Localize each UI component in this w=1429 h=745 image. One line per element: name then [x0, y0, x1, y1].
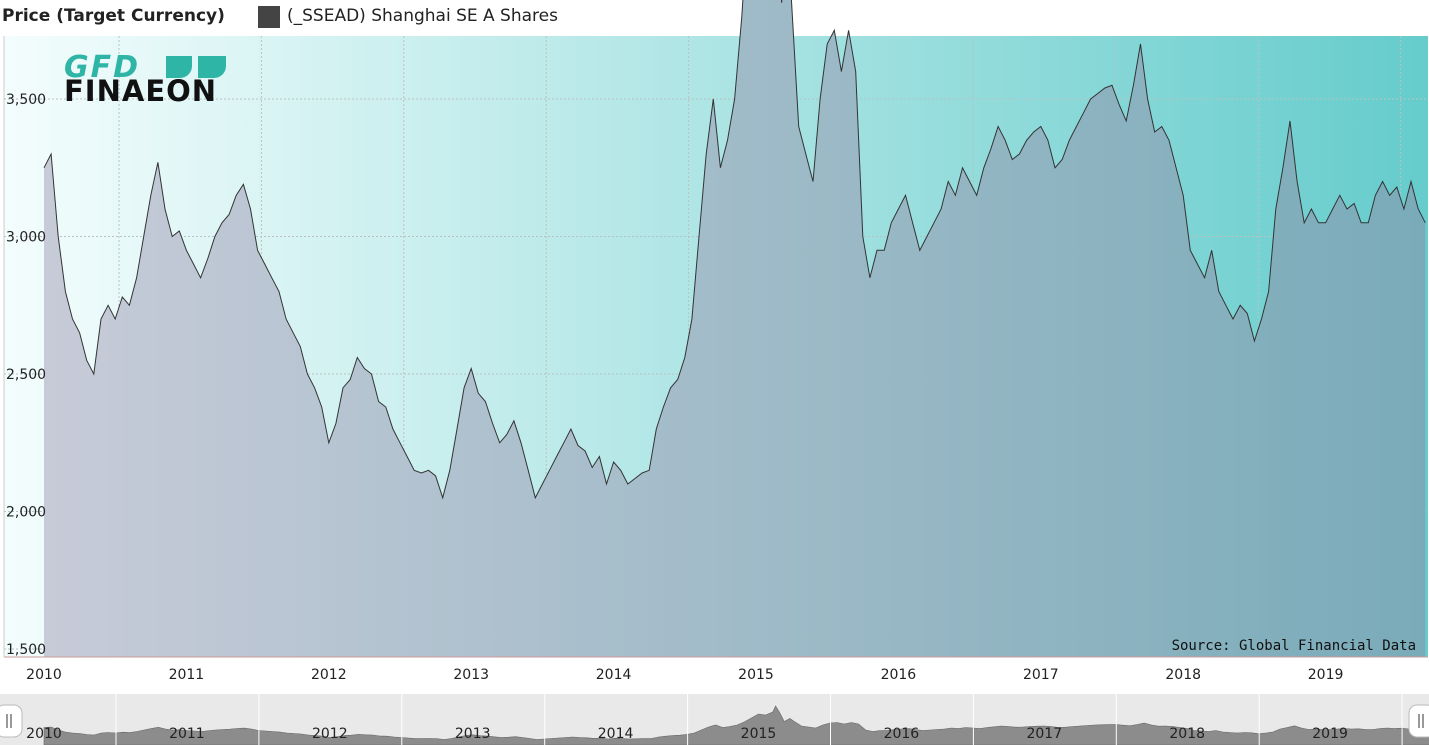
series-swatch[interactable]	[258, 6, 280, 28]
chart-title: Price (Target Currency)	[2, 6, 225, 26]
chart-legend: Price (Target Currency) (_SSEAD) Shangha…	[0, 0, 1429, 34]
x-tick-label: 2014	[596, 667, 632, 683]
navigator-tick-label: 2011	[169, 726, 205, 742]
navigator-tick-label: 2018	[1169, 726, 1205, 742]
x-tick-label: 2012	[311, 667, 347, 683]
y-tick-label: 3,000	[6, 230, 46, 246]
navigator-tick-label: 2014	[598, 726, 634, 742]
navigator-tick-label: 2017	[1026, 726, 1062, 742]
x-tick-label: 2010	[26, 667, 62, 683]
logo-leaf-icon	[198, 56, 226, 78]
x-tick-label: 2017	[1023, 667, 1059, 683]
navigator-tick-label: 2013	[455, 726, 491, 742]
series-name[interactable]: (_SSEAD) Shanghai SE A Shares	[287, 6, 558, 26]
x-tick-label: 2016	[881, 667, 917, 683]
y-tick-label: 1,500	[6, 642, 46, 658]
series-line[interactable]	[43, 0, 1426, 500]
navigator-tick-label: 2012	[312, 726, 348, 742]
navigator-series-area	[43, 705, 1429, 745]
x-tick-label: 2015	[738, 667, 774, 683]
x-tick-label: 2018	[1165, 667, 1201, 683]
y-tick-label: 3,500	[6, 92, 46, 108]
navigator-tick-label: 2019	[1312, 726, 1348, 742]
navigator-tick-label: 2015	[741, 726, 777, 742]
x-tick-label: 2011	[169, 667, 205, 683]
logo-leaf-icon	[166, 56, 192, 78]
y-tick-label: 2,000	[6, 505, 46, 521]
logo-finaeon-text: FINAEON	[64, 74, 217, 108]
series-area[interactable]	[44, 0, 1426, 657]
source-note: Source: Global Financial Data	[1172, 638, 1416, 654]
navigator-tick-label: 2016	[884, 726, 920, 742]
x-tick-label: 2019	[1308, 667, 1344, 683]
navigator-tick-label: 2010	[26, 726, 62, 742]
x-tick-label: 2013	[453, 667, 489, 683]
logo-gfd-text: GFD	[64, 50, 140, 85]
y-tick-label: 2,500	[6, 367, 46, 383]
